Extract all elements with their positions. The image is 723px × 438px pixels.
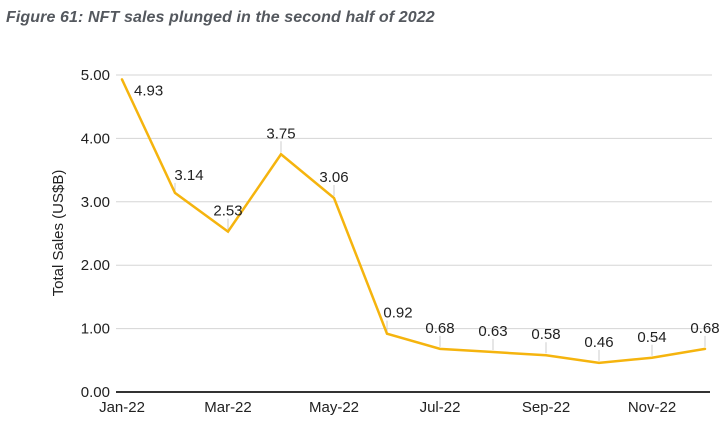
data-label: 0.63 bbox=[478, 323, 507, 340]
figure-title: Figure 61: NFT sales plunged in the seco… bbox=[6, 9, 435, 26]
data-label: 0.68 bbox=[425, 320, 454, 337]
total-sales-line bbox=[120, 78, 707, 365]
data-label: 0.54 bbox=[637, 329, 666, 346]
data-label: 0.92 bbox=[383, 305, 412, 322]
x-tick-label: May-22 bbox=[309, 399, 359, 416]
x-tick-label: Mar-22 bbox=[204, 399, 252, 416]
y-tick-label: 3.00 bbox=[81, 194, 110, 211]
y-tick-label: 2.00 bbox=[81, 257, 110, 274]
data-label: 4.93 bbox=[134, 82, 163, 99]
data-label: 0.46 bbox=[584, 334, 613, 351]
y-axis-title: Total Sales (US$B) bbox=[50, 170, 67, 297]
data-label: 0.58 bbox=[531, 326, 560, 343]
x-tick-label: Sep-22 bbox=[522, 399, 570, 416]
x-tick-label: Nov-22 bbox=[628, 399, 676, 416]
data-label: 2.53 bbox=[213, 203, 242, 220]
data-label: 0.68 bbox=[690, 320, 719, 337]
data-label: 3.06 bbox=[319, 169, 348, 186]
y-tick-label: 4.00 bbox=[81, 130, 110, 147]
x-tick-label: Jul-22 bbox=[420, 399, 461, 416]
data-label: 3.75 bbox=[266, 125, 295, 142]
data-label: 3.14 bbox=[174, 167, 203, 184]
y-tick-label: 0.00 bbox=[81, 384, 110, 401]
y-tick-label: 5.00 bbox=[81, 67, 110, 84]
x-tick-label: Jan-22 bbox=[99, 399, 145, 416]
y-tick-label: 1.00 bbox=[81, 321, 110, 338]
